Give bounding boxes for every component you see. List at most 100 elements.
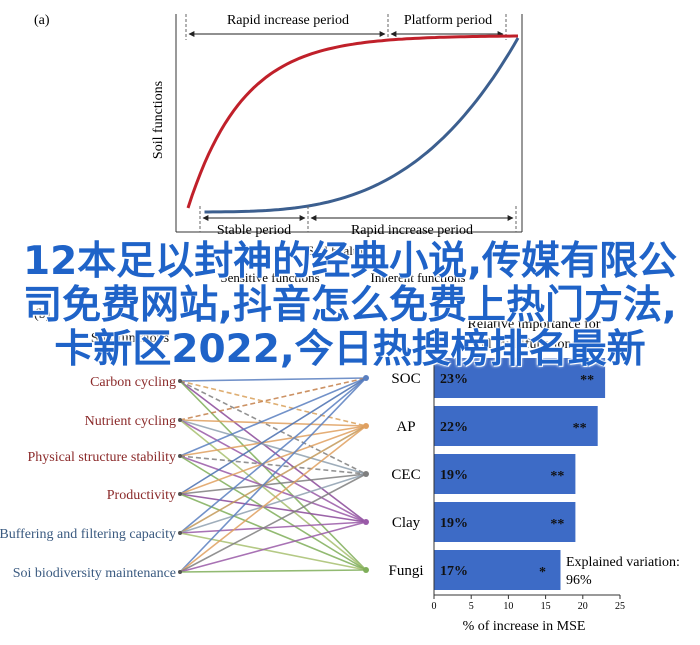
network-link-21: [179, 425, 367, 534]
x-tick-label-1: 5: [469, 601, 474, 612]
lower-label-sensitive: Sensitive functions: [220, 270, 319, 285]
network-link-15: [179, 377, 367, 495]
network-link-29: [179, 569, 367, 573]
network-link-17: [179, 473, 367, 495]
panel-b-right-header-line1: Relative importance for: [468, 317, 601, 332]
x-tick-label-0: 0: [432, 601, 437, 612]
panel-b-left-header: Soil functions: [91, 331, 169, 346]
category-label-2: CEC: [391, 467, 420, 483]
bar-value-0: 23%: [440, 372, 468, 387]
function-label-0: Carbon cycling: [90, 375, 176, 390]
bar-value-2: 19%: [440, 468, 468, 483]
category-node-4: [363, 567, 369, 573]
bar-significance-1: **: [573, 421, 587, 436]
bar-significance-4: *: [539, 565, 546, 580]
x-tick-label-5: 25: [615, 601, 625, 612]
promo-overlay-text: 12本足以封神的经典小说,传媒有限公司免费网站,抖音怎么免费上热门方法,卡新区2…: [22, 239, 678, 372]
network-link-20: [179, 377, 367, 534]
function-node-2: [178, 454, 182, 458]
function-label-5: Soi biodiversity maintenance: [13, 566, 176, 581]
network-link-23: [179, 521, 367, 534]
network-link-10: [179, 377, 367, 457]
series-blue-curve: [204, 37, 520, 214]
network-link-22: [179, 473, 367, 534]
function-nodes: [178, 379, 182, 574]
network-link-6: [179, 419, 367, 427]
bar-clay: [434, 502, 576, 542]
explained-variation-label: Explained variation:: [566, 555, 680, 570]
network-links: [179, 377, 367, 573]
network-link-16: [179, 425, 367, 495]
network-link-12: [179, 455, 367, 475]
bar-soc: [434, 358, 606, 398]
function-label-2: Physical structure stability: [27, 450, 176, 465]
category-nodes: [363, 375, 369, 573]
network-link-8: [179, 419, 367, 523]
lower-label-inherent: Inherent functions: [371, 270, 466, 285]
network-link-3: [179, 380, 367, 523]
network-link-0: [179, 377, 367, 382]
panel-a-label: (a): [34, 13, 50, 28]
bar-significance-0: **: [580, 373, 594, 388]
x-tick-label-2: 10: [503, 601, 513, 612]
category-node-2: [363, 471, 369, 477]
function-node-5: [178, 570, 182, 574]
category-node-0: [363, 375, 369, 381]
function-label-3: Productivity: [107, 488, 176, 503]
network-link-5: [179, 377, 367, 421]
network-link-2: [179, 380, 367, 475]
function-node-3: [178, 492, 182, 496]
top-period-1: Rapid increase period: [227, 13, 349, 28]
top-period-2: Platform period: [404, 13, 492, 28]
panel-a-ylabel: Soil functions: [151, 81, 166, 159]
network-link-18: [179, 493, 367, 523]
function-node-0: [178, 379, 182, 383]
function-node-4: [178, 531, 182, 535]
panel-b-label: (b): [34, 307, 51, 322]
network-link-27: [179, 473, 367, 573]
bar-significance-2: **: [550, 469, 564, 484]
network-link-26: [179, 425, 367, 573]
category-label-0: SOC: [391, 371, 420, 387]
network-link-7: [179, 419, 367, 475]
category-labels: SOC AP CEC Clay Fungi: [388, 371, 423, 579]
x-tick-label-3: 15: [541, 601, 551, 612]
network-link-14: [179, 455, 367, 571]
category-label-1: AP: [396, 419, 415, 435]
bottom-period-2: Rapid increase period: [351, 223, 473, 238]
lower-label-soil-health: Soil health: [307, 243, 363, 258]
bar-ap: [434, 406, 598, 446]
network-link-11: [179, 425, 367, 457]
bar-x-axis-title: % of increase in MSE: [463, 619, 586, 634]
function-label-1: Nutrient cycling: [85, 414, 176, 429]
category-node-3: [363, 519, 369, 525]
network-link-13: [179, 455, 367, 523]
network-link-1: [179, 380, 367, 427]
network-link-25: [179, 377, 367, 573]
panel-b-right-header-line2: soil multifunctionality: [472, 337, 597, 352]
network-link-9: [179, 419, 367, 571]
function-labels: Carbon cycling Nutrient cycling Physical s…: [0, 375, 176, 581]
series-red-curve: [186, 34, 518, 209]
bottom-period-1: Stable period: [217, 223, 291, 238]
importance-bars: 23% ** 22% ** 19% ** 19% ** 17% *: [434, 358, 606, 590]
bar-significance-3: **: [550, 517, 564, 532]
bar-x-axis: 0 5 10 15 20 25: [432, 354, 625, 612]
bar-value-4: 17%: [440, 564, 468, 579]
explained-variation-value: 96%: [566, 573, 592, 588]
function-label-4: Buffering and filtering capacity: [0, 527, 176, 542]
x-tick-label-4: 20: [578, 601, 588, 612]
bar-value-3: 19%: [440, 516, 468, 531]
bar-fungi: [434, 550, 561, 590]
bar-value-1: 22%: [440, 420, 468, 435]
panel-a: (a) Soil functions Rapid increase period…: [34, 13, 523, 285]
category-label-3: Clay: [392, 515, 421, 531]
bar-cec: [434, 454, 576, 494]
category-label-4: Fungi: [388, 563, 423, 579]
network-link-28: [179, 521, 367, 573]
function-node-1: [178, 418, 182, 422]
panel-b: (b) Soil functions Relative importance f…: [0, 307, 680, 634]
category-node-1: [363, 423, 369, 429]
